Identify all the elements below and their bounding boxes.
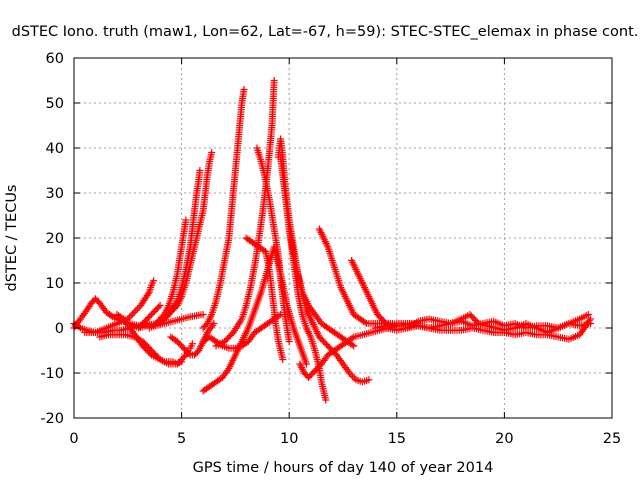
data-point: [586, 315, 594, 323]
data-point: [132, 307, 140, 315]
data-point: [180, 353, 188, 360]
x-tick-label: 0: [69, 431, 78, 447]
data-point: [279, 356, 287, 363]
y-tick-label: 30: [46, 186, 64, 202]
data-point: [322, 396, 330, 404]
data-point: [182, 216, 190, 224]
data-points: [70, 77, 594, 404]
data-point: [275, 312, 283, 320]
data-series: [199, 243, 310, 395]
data-series: [277, 153, 358, 350]
data-point: [125, 313, 133, 321]
data-point: [75, 323, 83, 331]
y-tick-label: -10: [40, 366, 64, 382]
x-axis-label: GPS time / hours of day 140 of year 2014: [193, 460, 494, 476]
chart-title: dSTEC Iono. truth (maw1, Lon=62, Lat=-67…: [12, 24, 639, 40]
x-tick-label: 20: [495, 431, 513, 447]
data-point: [270, 77, 278, 84]
data-point: [350, 374, 358, 382]
data-point: [365, 376, 373, 384]
data-series: [212, 77, 278, 350]
data-point: [285, 338, 293, 345]
data-point: [155, 303, 163, 311]
y-tick-label: 10: [46, 276, 64, 292]
x-tick-label: 25: [603, 431, 621, 447]
data-point: [144, 290, 152, 298]
data-series: [167, 320, 218, 359]
data-series: [382, 315, 594, 343]
x-tick-label: 5: [177, 431, 186, 447]
x-tick-label: 10: [280, 431, 298, 447]
data-point: [345, 369, 353, 377]
data-point: [129, 310, 137, 318]
data-point: [150, 277, 158, 285]
data-series: [96, 331, 196, 368]
data-point: [347, 371, 355, 379]
y-tick-label: 60: [46, 51, 64, 67]
data-series: [253, 144, 293, 345]
data-point: [155, 354, 163, 362]
data-point: [240, 86, 248, 93]
axis-ticks: [73, 57, 613, 419]
data-point: [208, 149, 216, 156]
x-tick-labels: 0 5 10 15 20 25: [69, 431, 621, 447]
data-series: [404, 311, 592, 336]
data-point: [302, 360, 310, 368]
data-point: [348, 341, 356, 349]
data-point: [473, 318, 481, 326]
data-point: [188, 340, 196, 348]
data-point: [348, 334, 356, 342]
data-point: [130, 308, 138, 316]
y-tick-label: 20: [46, 231, 64, 247]
data-point: [381, 318, 389, 326]
data-series: [81, 277, 158, 336]
data-series: [199, 86, 248, 332]
y-tick-labels: -20 -10 0 10 20 30 40 50 60: [40, 51, 64, 427]
data-point: [185, 350, 193, 357]
data-point: [127, 312, 135, 320]
data-point: [199, 311, 207, 318]
data-series: [156, 149, 216, 327]
data-point: [133, 305, 141, 313]
data-series: [242, 234, 287, 363]
y-axis-label: dSTEC / TECUs: [4, 185, 20, 292]
data-point: [350, 342, 358, 350]
y-tick-label: -20: [40, 411, 64, 427]
y-tick-label: 50: [46, 96, 64, 112]
data-point: [196, 167, 204, 174]
data-point: [361, 318, 369, 326]
x-tick-label: 15: [388, 431, 406, 447]
data-point: [107, 312, 115, 320]
y-tick-label: 0: [55, 321, 64, 337]
data-point: [210, 320, 218, 327]
data-point: [584, 311, 592, 318]
data-point: [156, 302, 164, 309]
y-tick-label: 40: [46, 141, 64, 157]
data-point: [349, 372, 357, 380]
